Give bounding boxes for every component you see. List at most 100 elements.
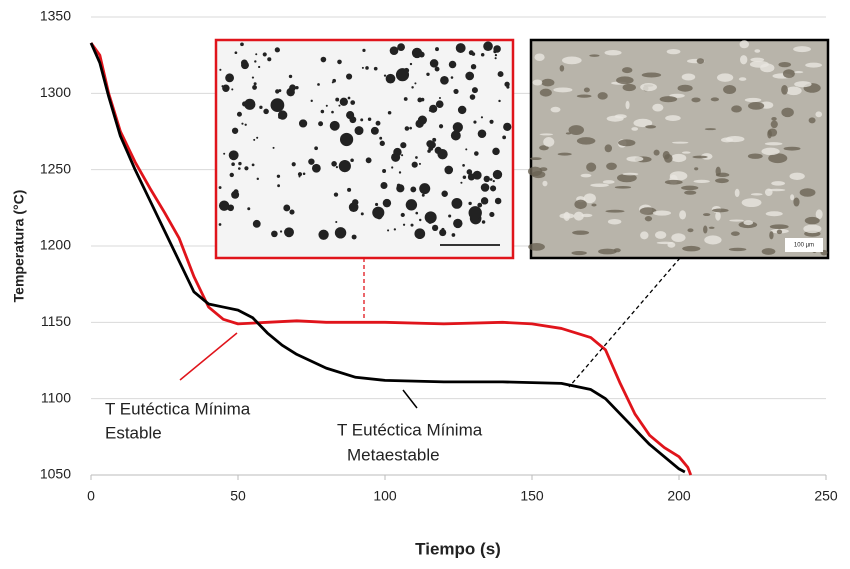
leader-line	[179, 332, 238, 381]
inset-image	[214, 38, 515, 260]
texture	[614, 186, 632, 189]
texture	[597, 92, 608, 100]
texture	[793, 197, 800, 207]
texture	[333, 192, 339, 197]
texture	[256, 136, 259, 139]
texture	[331, 110, 334, 114]
texture	[741, 198, 762, 207]
texture	[794, 81, 812, 88]
texture	[659, 96, 678, 103]
texture	[644, 216, 653, 222]
texture	[227, 204, 235, 212]
texture	[633, 118, 653, 128]
texture	[586, 162, 597, 172]
texture	[462, 164, 465, 167]
texture	[489, 211, 495, 218]
texture	[614, 114, 627, 119]
texture	[283, 204, 291, 212]
texture	[589, 54, 600, 57]
y-axis-label: Temperatura (°C)	[11, 190, 27, 303]
texture	[789, 172, 805, 180]
texture	[543, 137, 555, 147]
texture	[626, 156, 644, 162]
texture	[335, 220, 338, 224]
texture	[805, 62, 822, 68]
texture	[259, 105, 263, 109]
texture	[231, 127, 239, 134]
texture	[616, 76, 634, 85]
texture	[229, 172, 234, 178]
texture	[670, 153, 687, 163]
texture	[419, 218, 422, 222]
texture	[748, 101, 765, 110]
texture	[815, 111, 823, 118]
texture	[410, 223, 414, 227]
texture	[404, 126, 410, 131]
texture	[350, 158, 354, 162]
texture	[815, 209, 823, 220]
y-tick-label: 1350	[40, 8, 71, 24]
texture	[440, 76, 449, 85]
texture	[682, 245, 701, 252]
texture	[276, 174, 281, 178]
texture	[716, 73, 734, 82]
texture	[761, 147, 780, 156]
texture	[361, 66, 364, 69]
texture	[656, 241, 674, 245]
texture	[286, 87, 295, 97]
texture	[715, 166, 721, 177]
texture	[240, 42, 244, 47]
texture	[411, 47, 423, 59]
texture	[767, 129, 772, 139]
texture	[396, 183, 401, 188]
texture	[318, 121, 324, 127]
texture	[604, 50, 622, 56]
texture	[279, 230, 283, 233]
texture	[231, 88, 234, 91]
texture	[437, 149, 448, 160]
texture	[415, 211, 419, 215]
texture	[295, 85, 299, 90]
texture	[236, 111, 242, 117]
texture	[559, 65, 565, 72]
texture	[438, 96, 441, 99]
texture	[580, 173, 592, 178]
texture	[804, 216, 820, 225]
texture	[453, 218, 463, 229]
plot	[89, 42, 693, 476]
texture	[640, 83, 657, 92]
texture	[421, 186, 425, 190]
texture	[684, 190, 697, 195]
texture	[480, 53, 485, 57]
texture	[694, 167, 699, 171]
texture	[665, 115, 681, 122]
texture	[489, 178, 493, 181]
texture	[420, 97, 425, 102]
texture	[448, 214, 452, 218]
texture	[297, 172, 303, 177]
texture	[785, 86, 802, 96]
texture	[448, 60, 457, 69]
texture	[331, 161, 337, 167]
texture	[375, 120, 381, 126]
texture	[311, 163, 321, 173]
texture	[318, 229, 329, 240]
texture	[743, 220, 754, 226]
texture	[289, 209, 295, 215]
inset-image: 100 µm	[527, 38, 830, 260]
texture	[334, 227, 347, 239]
texture	[219, 68, 222, 71]
texture	[320, 56, 327, 63]
y-tick-label: 1300	[40, 84, 71, 100]
texture	[419, 183, 431, 195]
texture	[471, 87, 478, 94]
texture	[348, 202, 359, 212]
texture	[781, 85, 788, 95]
texture	[747, 153, 763, 159]
texture	[434, 66, 440, 72]
texture	[729, 219, 744, 222]
texture	[365, 157, 372, 164]
texture	[218, 186, 222, 189]
texture	[432, 137, 437, 142]
texture	[276, 48, 280, 52]
